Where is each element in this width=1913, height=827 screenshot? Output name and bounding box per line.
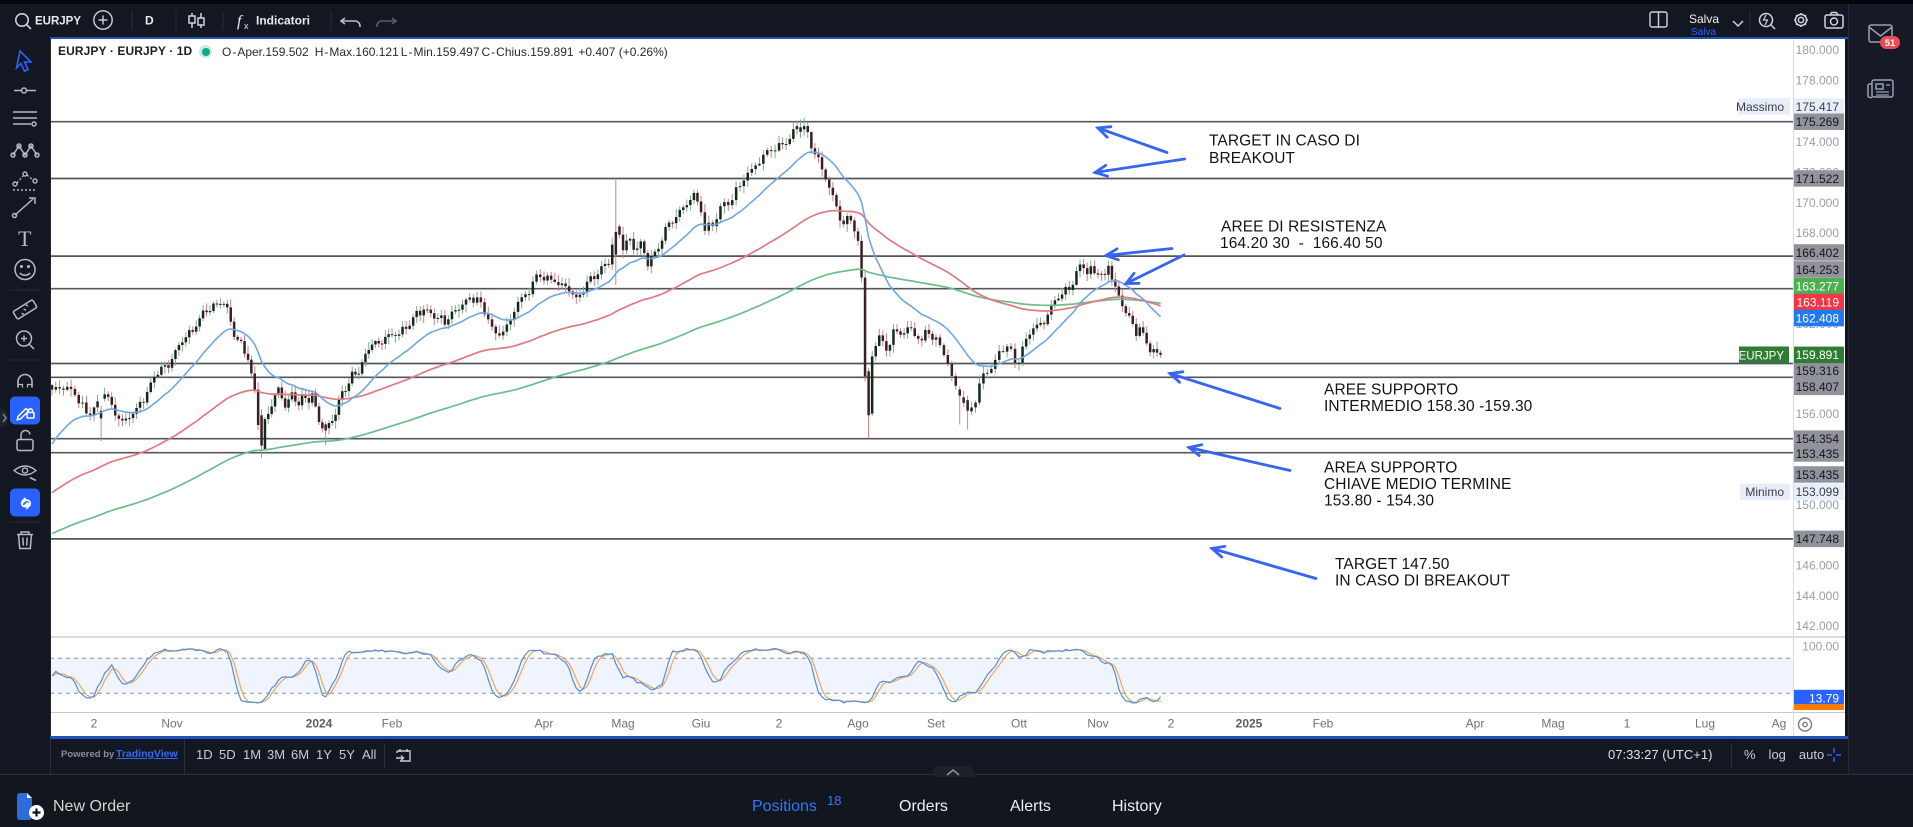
svg-text:Ago: Ago — [847, 717, 869, 731]
svg-text:Feb: Feb — [1313, 717, 1334, 731]
svg-text:178.000: 178.000 — [1796, 74, 1840, 88]
svg-text:174.000: 174.000 — [1796, 135, 1840, 149]
svg-text:13.79: 13.79 — [1809, 691, 1839, 705]
svg-text:147.748: 147.748 — [1796, 532, 1840, 546]
svg-text:Nov: Nov — [161, 717, 182, 731]
svg-text:Set: Set — [927, 717, 946, 731]
svg-text:D: D — [145, 14, 154, 28]
svg-text:180.000: 180.000 — [1796, 43, 1840, 57]
svg-text:2024: 2024 — [306, 717, 333, 731]
svg-text:CHIAVE MEDIO TERMINE: CHIAVE MEDIO TERMINE — [1324, 476, 1511, 493]
svg-text:AREA SUPPORTO: AREA SUPPORTO — [1324, 460, 1457, 477]
svg-text:IN CASO DI BREAKOUT: IN CASO DI BREAKOUT — [1335, 573, 1510, 590]
svg-text:2: 2 — [776, 717, 783, 731]
svg-text:159.316: 159.316 — [1796, 364, 1840, 378]
svg-text:x: x — [244, 21, 249, 31]
svg-text:154.354: 154.354 — [1796, 432, 1840, 446]
svg-text:153.80 - 154.30: 153.80 - 154.30 — [1324, 493, 1434, 510]
svg-text:EURJPY: EURJPY — [35, 16, 81, 28]
svg-text:166.402: 166.402 — [1796, 246, 1840, 260]
svg-text:175.269: 175.269 — [1796, 115, 1840, 129]
svg-text:2: 2 — [91, 717, 98, 731]
svg-text:144.000: 144.000 — [1796, 589, 1840, 603]
svg-text:164.20 30 - 166.40 50: 164.20 30 - 166.40 50 — [1220, 235, 1383, 252]
svg-text:51: 51 — [1885, 38, 1896, 49]
svg-text:175.417: 175.417 — [1796, 100, 1840, 114]
svg-text:Mag: Mag — [611, 717, 634, 731]
svg-text:Lug: Lug — [1695, 717, 1715, 731]
svg-text:142.000: 142.000 — [1796, 619, 1840, 633]
svg-text:168.000: 168.000 — [1796, 226, 1840, 240]
svg-text:Minimo: Minimo — [1745, 485, 1784, 499]
svg-text:Ott: Ott — [1011, 717, 1028, 731]
svg-text:Apr: Apr — [1466, 717, 1485, 731]
svg-text:150.000: 150.000 — [1796, 498, 1840, 512]
svg-text:Apr: Apr — [535, 717, 554, 731]
svg-text:153.435: 153.435 — [1796, 447, 1840, 461]
svg-text:158.407: 158.407 — [1796, 380, 1840, 394]
svg-text:153.435: 153.435 — [1796, 468, 1840, 482]
svg-text:2025: 2025 — [1236, 717, 1263, 731]
svg-text:Salva: Salva — [1691, 27, 1716, 37]
svg-text:T: T — [18, 226, 32, 251]
svg-text:Ag: Ag — [1772, 717, 1787, 731]
svg-text:EURJPY: EURJPY — [1739, 350, 1785, 362]
svg-text:AREE SUPPORTO: AREE SUPPORTO — [1324, 382, 1458, 399]
svg-text:TARGET 147.50: TARGET 147.50 — [1335, 556, 1450, 573]
svg-text:156.000: 156.000 — [1796, 407, 1840, 421]
svg-text:AREE DI RESISTENZA: AREE DI RESISTENZA — [1221, 219, 1387, 236]
svg-text:159.891: 159.891 — [1796, 348, 1840, 362]
svg-text:Indicatori: Indicatori — [256, 14, 310, 28]
svg-text:153.099: 153.099 — [1796, 485, 1840, 499]
svg-text:2: 2 — [1168, 717, 1175, 731]
svg-text:170.000: 170.000 — [1796, 196, 1840, 210]
svg-text:164.253: 164.253 — [1796, 263, 1840, 277]
svg-text:INTERMEDIO 158.30 -159.30: INTERMEDIO 158.30 -159.30 — [1324, 398, 1533, 415]
svg-text:TARGET IN CASO DI: TARGET IN CASO DI — [1209, 133, 1360, 150]
svg-text:Giu: Giu — [692, 717, 711, 731]
svg-text:Mag: Mag — [1541, 717, 1564, 731]
svg-text:Feb: Feb — [382, 717, 403, 731]
svg-text:171.522: 171.522 — [1796, 172, 1840, 186]
svg-text:Salva: Salva — [1689, 12, 1719, 26]
svg-text:1: 1 — [1624, 717, 1631, 731]
svg-text:163.119: 163.119 — [1797, 295, 1840, 309]
svg-text:Nov: Nov — [1087, 717, 1108, 731]
svg-text:BREAKOUT: BREAKOUT — [1209, 150, 1295, 167]
svg-text:162.408: 162.408 — [1796, 311, 1840, 325]
svg-text:f: f — [237, 13, 244, 30]
svg-text:163.277: 163.277 — [1796, 279, 1840, 293]
svg-text:146.000: 146.000 — [1796, 559, 1840, 573]
svg-text:100.00: 100.00 — [1802, 640, 1839, 654]
svg-text:Massimo: Massimo — [1736, 100, 1784, 114]
